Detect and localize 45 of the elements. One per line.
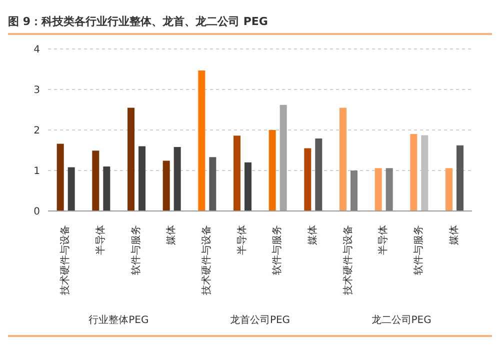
x-tick-label: 技术硬件与设备 [342, 225, 354, 296]
y-tick-label: 1 [34, 166, 40, 178]
y-tick-label: 0 [34, 206, 40, 218]
x-tick-label: 技术硬件与设备 [59, 225, 72, 296]
bar [128, 108, 134, 211]
chart-title: 图 9：科技类各行业行业整体、龙首、龙二公司 PEG [8, 8, 492, 35]
bar [374, 168, 382, 211]
bar [386, 168, 393, 211]
x-tick-label: 软件与服务 [271, 225, 284, 275]
bar [162, 160, 170, 211]
bar [56, 144, 64, 211]
x-tick-label: 半导体 [236, 225, 248, 255]
x-tick-label: 半导体 [377, 225, 390, 255]
bar [268, 130, 276, 211]
bar [421, 135, 428, 211]
bar [410, 134, 418, 211]
text: 行业整体PEG [88, 314, 150, 327]
bar [350, 170, 358, 211]
x-tick-label: 软件与服务 [412, 225, 424, 275]
x-tick-label: 媒体 [448, 225, 460, 245]
y-tick-label: 3 [34, 85, 40, 96]
bar [234, 136, 240, 211]
x-tick-label: 软件与服务 [130, 225, 142, 275]
bar [315, 138, 322, 211]
bar [103, 166, 110, 211]
bar [138, 146, 146, 211]
bar [280, 104, 287, 211]
x-tick-label: 技术硬件与设备 [200, 225, 212, 296]
bar [304, 148, 312, 211]
bar [92, 150, 100, 211]
bar [340, 108, 346, 211]
bar [209, 157, 216, 211]
bar [198, 70, 206, 211]
y-tick-label: 2 [34, 126, 40, 137]
text: 龙首公司PEG [228, 314, 292, 327]
bar [456, 145, 464, 211]
text: 龙二公司PEG [370, 314, 432, 327]
bar [446, 168, 452, 211]
y-tick-label: 4 [34, 44, 40, 56]
x-tick-label: 半导体 [94, 225, 106, 255]
x-tick-label: 媒体 [306, 225, 318, 245]
bar [174, 147, 181, 211]
bar [244, 162, 252, 211]
bar [68, 167, 75, 211]
x-tick-label: 媒体 [165, 225, 178, 245]
